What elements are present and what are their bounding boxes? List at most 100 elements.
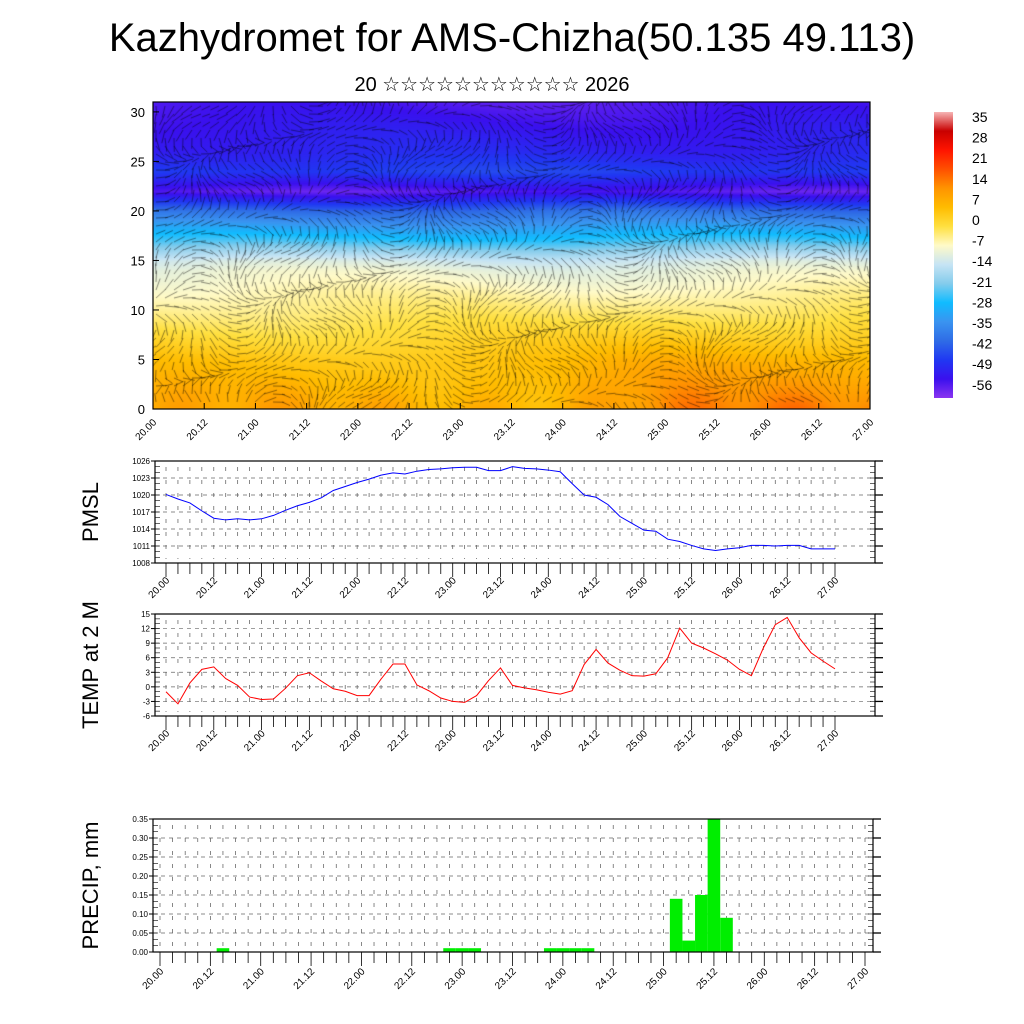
x-tick-label: 23.12 <box>493 966 519 992</box>
precip-bar <box>443 948 456 952</box>
x-tick-label: 23.00 <box>433 575 459 601</box>
colorbar-label: 21 <box>972 150 988 166</box>
x-tick-label: 21.12 <box>287 417 313 443</box>
y-tick-label: 0.10 <box>132 910 148 919</box>
cross-section-frame <box>152 101 871 410</box>
y-axis-title: PMSL <box>78 482 103 542</box>
x-tick-label: 22.00 <box>339 417 365 443</box>
x-tick-label: 26.00 <box>720 728 746 754</box>
y-tick-label: 25 <box>131 154 145 169</box>
x-tick-label: 21.00 <box>241 966 267 992</box>
colorbar-label: -7 <box>972 233 985 249</box>
colorbar-label: -21 <box>972 274 992 290</box>
colorbar-label: 14 <box>972 171 988 187</box>
colorbar-label: -42 <box>972 336 992 352</box>
x-tick-label: 22.12 <box>390 417 416 443</box>
y-tick-label: 1011 <box>133 542 151 551</box>
x-tick-label: 23.12 <box>481 575 507 601</box>
x-tick-label: 26.00 <box>745 966 771 992</box>
y-tick-label: -6 <box>143 712 151 721</box>
x-tick-label: 22.12 <box>386 728 412 754</box>
x-tick-label: 23.00 <box>441 417 467 443</box>
x-tick-label: 21.00 <box>242 728 268 754</box>
x-tick-label: 26.00 <box>720 575 746 601</box>
y-tick-label: 1014 <box>132 525 150 534</box>
colorbar-label: -35 <box>972 315 992 331</box>
x-tick-label: 26.12 <box>768 575 794 601</box>
x-tick-label: 22.00 <box>342 966 368 992</box>
panel-frame <box>154 613 876 717</box>
precip-bar <box>468 948 482 952</box>
y-tick-label: 15 <box>141 610 150 619</box>
pmsl-line <box>165 466 835 552</box>
y-tick-label: 1017 <box>132 508 150 517</box>
x-tick-label: 25.00 <box>644 966 670 992</box>
precip-bar <box>720 917 733 952</box>
x-tick-label: 26.12 <box>799 417 825 443</box>
x-tick-label: 24.12 <box>577 728 603 754</box>
y-tick-label: 5 <box>138 352 145 367</box>
precip-bar <box>543 948 557 952</box>
temperature-wind-cross-section <box>153 102 870 409</box>
x-tick-label: 24.12 <box>595 417 621 443</box>
x-tick-label: 20.00 <box>134 417 160 443</box>
x-tick-label: 20.12 <box>194 728 220 754</box>
colorbar-label: -14 <box>972 253 992 269</box>
chart-title: Kazhydromet for AMS-Chizha(50.135 49.113… <box>108 16 916 60</box>
x-tick-label: 24.00 <box>543 417 569 443</box>
colorbar-label: -28 <box>972 294 992 310</box>
y-tick-label: 15 <box>131 253 145 268</box>
x-tick-label: 25.12 <box>672 728 698 754</box>
y-tick-label: 6 <box>146 654 151 663</box>
y-tick-label: 1020 <box>132 491 150 500</box>
y-axis-title: TEMP at 2 M <box>78 601 103 729</box>
y-tick-label: 20 <box>131 204 145 219</box>
x-tick-label: 20.12 <box>194 575 220 601</box>
x-tick-label: 22.12 <box>386 575 412 601</box>
y-tick-label: 3 <box>146 668 151 677</box>
x-tick-label: 23.12 <box>492 417 518 443</box>
y-tick-label: 10 <box>131 303 145 318</box>
x-tick-label: 24.00 <box>544 966 570 992</box>
x-tick-label: 25.12 <box>695 966 721 992</box>
precip-bar <box>695 895 708 952</box>
precip-bar <box>569 948 582 952</box>
x-tick-label: 24.00 <box>529 728 555 754</box>
x-tick-label: 21.00 <box>236 417 262 443</box>
x-tick-label: 24.12 <box>594 966 620 992</box>
y-tick-label: 0.05 <box>132 929 148 938</box>
y-tick-label: 0.15 <box>132 891 148 900</box>
x-tick-label: 20.12 <box>191 966 217 992</box>
colorbar-label: -49 <box>972 356 992 372</box>
x-tick-label: 26.00 <box>748 417 774 443</box>
x-tick-label: 20.00 <box>147 728 173 754</box>
x-tick-label: 21.00 <box>242 575 268 601</box>
x-tick-label: 23.00 <box>433 728 459 754</box>
colorbar-label: 7 <box>972 191 980 207</box>
x-tick-label: 23.00 <box>443 966 469 992</box>
y-tick-label: 0.35 <box>132 815 148 824</box>
x-tick-label: 24.00 <box>529 575 555 601</box>
y-tick-label: 1026 <box>132 457 150 466</box>
y-tick-label: 1023 <box>132 474 150 483</box>
x-tick-label: 20.00 <box>141 966 167 992</box>
x-tick-label: 27.00 <box>816 575 842 601</box>
x-tick-label: 21.12 <box>292 966 318 992</box>
precip-bar <box>707 819 721 952</box>
precip-bar <box>216 948 230 952</box>
panel-frame <box>154 460 876 564</box>
x-tick-label: 22.00 <box>338 575 364 601</box>
y-tick-label: 1008 <box>132 559 150 568</box>
precip-bar <box>669 898 683 952</box>
y-tick-label: 0.30 <box>132 834 148 843</box>
y-tick-label: 0.25 <box>132 853 148 862</box>
x-tick-label: 22.00 <box>338 728 364 754</box>
x-tick-label: 27.00 <box>816 728 842 754</box>
x-tick-label: 26.12 <box>768 728 794 754</box>
x-tick-label: 25.12 <box>672 575 698 601</box>
x-tick-label: 27.00 <box>846 966 872 992</box>
x-tick-label: 25.00 <box>625 575 651 601</box>
y-tick-label: 30 <box>131 105 145 120</box>
x-tick-label: 21.12 <box>290 575 316 601</box>
